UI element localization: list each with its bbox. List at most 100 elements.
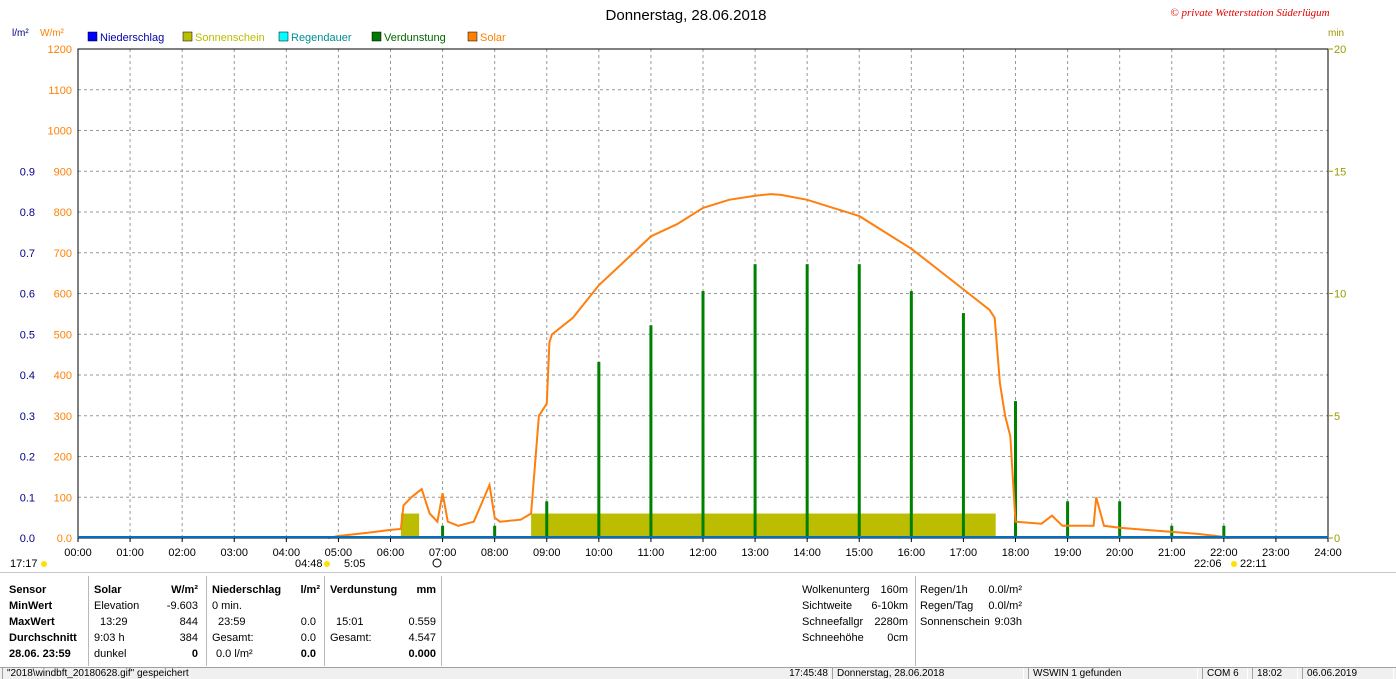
chart-labels: 00:00 01:00 02:00 03:00 04:00 05:00 06:00 07:00…: [10, 7, 1346, 570]
durchschnitt-label: Durchschnitt: [9, 632, 77, 644]
x-tick-label: 10:00: [585, 547, 613, 559]
schneehoehe-value: 0cm: [887, 632, 908, 644]
evaporation-bar: [1066, 501, 1070, 538]
moon-icon: [432, 558, 442, 568]
solar-axis-label: 800: [54, 207, 72, 219]
solar-unit-label: W/m²: [40, 28, 65, 39]
solar-current-label: dunkel: [94, 648, 127, 660]
copyright-label: © private Wetterstation Süderlügum: [1170, 7, 1329, 19]
solar-max-time: 13:29: [100, 616, 128, 628]
evaporation-bar: [493, 525, 497, 538]
solar-max-value: 844: [179, 616, 198, 628]
sicht-label: Sichtweite: [802, 600, 853, 612]
evaporation-bar: [961, 313, 965, 538]
x-tick-label: 07:00: [429, 547, 457, 559]
minwert-label: MinWert: [9, 600, 53, 612]
solar-min-value: -9.603: [166, 600, 198, 612]
status-wswin: WSWIN 1 gefunden: [1028, 668, 1198, 679]
solar-avg-label: 9:03 h: [94, 632, 125, 644]
schneefall-label: Schneefallgr: [802, 616, 864, 628]
solar-axis-label: 400: [54, 370, 72, 382]
status-clock: 18:02: [1252, 668, 1298, 679]
x-tick-label: 13:00: [741, 547, 769, 559]
solar-axis-label: 900: [54, 166, 72, 178]
wolken-value: 160m: [880, 584, 908, 596]
solar-axis-label: 600: [54, 289, 72, 301]
wolken-label: Wolkenunterg: [802, 584, 870, 596]
rain-axis-label: 0.4: [20, 370, 35, 382]
x-tick-label: 11:00: [638, 547, 665, 559]
sunshine-bars: [400, 513, 996, 538]
legend-label: Sonnenschein: [195, 32, 265, 44]
x-tick-label: 18:00: [1002, 547, 1030, 559]
sunset-a: 22:06: [1194, 558, 1222, 570]
solar-avg-value: 384: [179, 632, 198, 644]
solar-axis-label: 0.0: [57, 533, 72, 545]
evap-header: Verdunstung: [330, 584, 398, 596]
current-time-label: 28.06. 23:59: [9, 648, 71, 660]
sunrise-a: 04:48: [295, 558, 323, 570]
evaporation-bar: [753, 264, 757, 538]
minutes-axis-label: 15: [1334, 166, 1346, 178]
sunrise-b: 5:05: [344, 558, 365, 570]
status-time: 17:45:48: [764, 668, 833, 679]
solar-line: [327, 193, 1230, 539]
x-tick-label: 17:00: [950, 547, 978, 559]
x-tick-label: 16:00: [898, 547, 926, 559]
sonnenschein-label: Sonnenschein: [920, 616, 990, 628]
solar-axis-label: 1100: [48, 85, 72, 97]
x-tick-label: 15:00: [845, 547, 873, 559]
sun-icon: [41, 561, 47, 567]
x-tick-label: 14:00: [793, 547, 821, 559]
x-tick-label: 08:00: [481, 547, 509, 559]
precip-current-value: 0.0: [300, 648, 316, 660]
sunshine-bar: [400, 513, 420, 538]
sensor-header: Sensor: [9, 584, 47, 596]
precip-header: Niederschlag: [212, 584, 282, 596]
solar-axis-label: 100: [54, 492, 72, 504]
status-today: 06.06.2019: [1302, 668, 1394, 679]
maxwert-label: MaxWert: [9, 616, 55, 628]
x-tick-label: 03:00: [220, 547, 248, 559]
precip-unit: l/m²: [300, 584, 320, 596]
minutes-unit-label: min: [1328, 28, 1344, 39]
x-tick-label: 22:00: [1210, 547, 1238, 559]
x-tick-label: 21:00: [1158, 547, 1186, 559]
status-file: "2018\windbft_20180628.gif" gespeichert: [2, 668, 830, 679]
x-tick-label: 23:00: [1262, 547, 1290, 559]
evaporation-bar: [1118, 501, 1122, 538]
schneehoehe-label: Schneehöhe: [802, 632, 864, 644]
status-com: COM 6: [1202, 668, 1248, 679]
solar-current-value: 0: [191, 648, 198, 660]
x-tick-label: 09:00: [533, 547, 561, 559]
precip-max-value: 0.0: [300, 616, 316, 628]
precip-total-label: Gesamt:: [212, 632, 254, 644]
evap-current-value: 0.000: [408, 648, 436, 660]
legend-swatch: [87, 31, 98, 42]
x-tick-label: 19:00: [1054, 547, 1082, 559]
solar-axis-label: 300: [54, 411, 72, 423]
legend-label: Niederschlag: [100, 32, 164, 44]
precip-max-time: 23:59: [218, 616, 246, 628]
x-tick-label: 02:00: [168, 547, 196, 559]
sonnenschein-value: 9:03h: [994, 616, 1022, 628]
precip-min-label: 0 min.: [212, 600, 242, 612]
x-tick-label: 06:00: [377, 547, 405, 559]
rain-axis-label: 0.1: [20, 492, 35, 504]
legend-swatch: [467, 31, 478, 42]
chart-title: Donnerstag, 28.06.2018: [606, 7, 767, 24]
weather-chart: 00:00 01:00 02:00 03:00 04:00 05:00 06:00 07:00…: [10, 7, 1346, 570]
x-tick-label: 05:00: [325, 547, 353, 559]
evaporation-bar: [597, 361, 601, 538]
evaporation-bar: [909, 291, 913, 538]
schneefall-value: 2280m: [874, 616, 908, 628]
evaporation-bar: [1014, 401, 1017, 538]
sunset-icon: [1231, 561, 1237, 567]
evaporation-bar: [441, 525, 445, 538]
legend-swatch: [371, 31, 382, 42]
minutes-axis-label: 0: [1334, 533, 1340, 545]
rain-axis-label: 0.0: [20, 533, 35, 545]
evap-total-value: 4.547: [408, 632, 436, 644]
sunrise-icon: [324, 561, 330, 567]
legend-label: Solar: [480, 32, 506, 44]
